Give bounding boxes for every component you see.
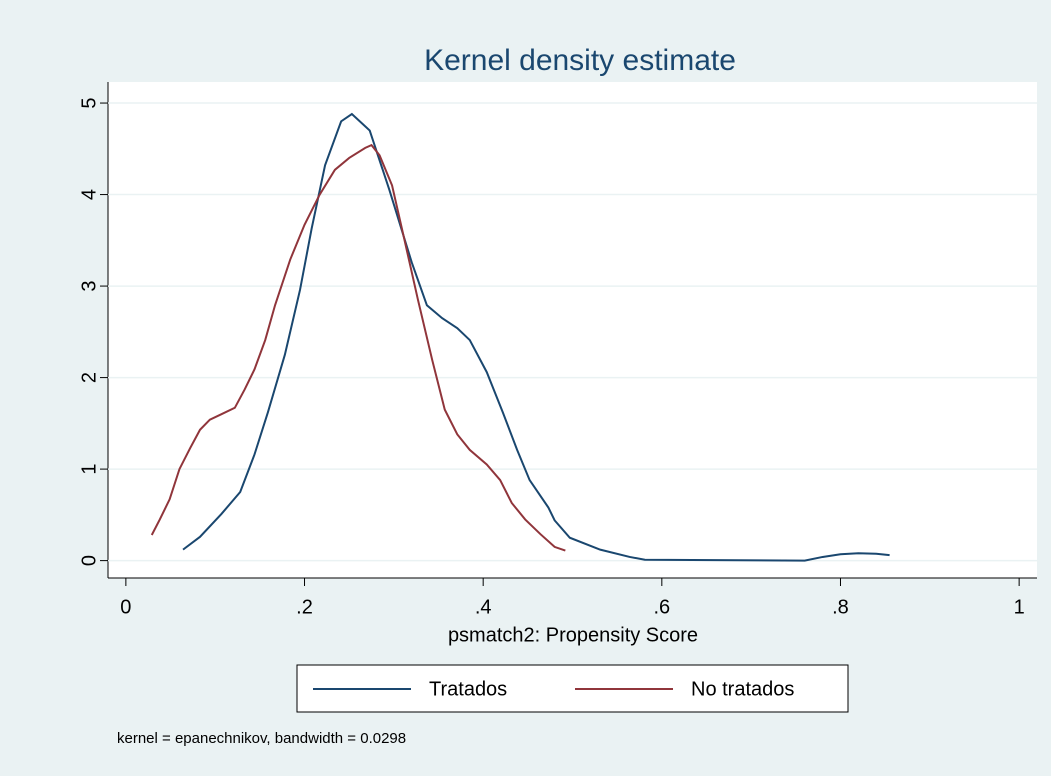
x-tick-label: 1 (1014, 596, 1025, 618)
y-tick-label: 5 (78, 97, 100, 108)
series-line (182, 112, 890, 562)
plot-area (108, 82, 1037, 578)
x-tick-label: .6 (653, 596, 670, 618)
chart-title: Kernel density estimate (424, 44, 736, 77)
x-tick-label: 0 (120, 596, 131, 618)
y-tick-label: 1 (78, 464, 100, 475)
series-line (150, 143, 566, 552)
x-tick-label: .2 (296, 596, 313, 618)
legend-label: Tratados (429, 678, 507, 700)
x-axis-label: psmatch2: Propensity Score (448, 624, 698, 646)
legend-label: No tratados (691, 678, 794, 700)
x-tick-label: .8 (832, 596, 849, 618)
y-tick-label: 4 (78, 189, 100, 200)
y-tick-label: 2 (78, 372, 100, 383)
x-tick-label: .4 (475, 596, 492, 618)
y-tick-label: 0 (78, 555, 100, 566)
note: kernel = epanechnikov, bandwidth = 0.029… (117, 730, 406, 747)
y-tick-label: 3 (78, 281, 100, 292)
